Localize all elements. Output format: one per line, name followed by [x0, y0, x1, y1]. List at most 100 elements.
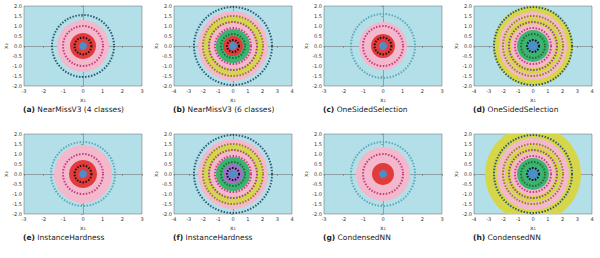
- svg-text:-2: -2: [201, 88, 206, 94]
- svg-text:3: 3: [440, 88, 443, 94]
- svg-text:-1.0: -1.0: [312, 63, 322, 69]
- svg-text:2.0: 2.0: [164, 131, 172, 137]
- svg-text:-1.0: -1.0: [312, 191, 322, 197]
- svg-text:1.0: 1.0: [464, 23, 472, 29]
- svg-text:1.5: 1.5: [164, 13, 172, 19]
- svg-text:CondensedNN: CondensedNN: [335, 233, 391, 242]
- svg-text:-0.5: -0.5: [462, 53, 472, 59]
- svg-text:0: 0: [231, 88, 234, 94]
- svg-text:1.5: 1.5: [14, 13, 22, 19]
- svg-text:-2: -2: [41, 216, 46, 222]
- svg-text:0.0: 0.0: [164, 171, 172, 177]
- svg-text:0.0: 0.0: [314, 171, 322, 177]
- svg-text:-4: -4: [472, 216, 477, 222]
- svg-text:x₂: x₂: [152, 170, 159, 177]
- svg-text:-1: -1: [61, 88, 66, 94]
- svg-text:-0.5: -0.5: [162, 53, 172, 59]
- svg-text:NearMissV3 (4 classes): NearMissV3 (4 classes): [35, 105, 124, 114]
- svg-text:4: 4: [590, 88, 593, 94]
- svg-text:1.0: 1.0: [164, 151, 172, 157]
- svg-text:3: 3: [140, 88, 143, 94]
- svg-text:0: 0: [531, 216, 534, 222]
- svg-text:1.0: 1.0: [314, 23, 322, 29]
- svg-text:2.0: 2.0: [314, 131, 322, 137]
- svg-text:0: 0: [231, 216, 234, 222]
- svg-text:2.0: 2.0: [314, 3, 322, 9]
- svg-text:2.0: 2.0: [164, 3, 172, 9]
- svg-text:-4: -4: [472, 88, 477, 94]
- svg-text:2: 2: [421, 216, 424, 222]
- svg-text:x₂: x₂: [302, 170, 309, 177]
- svg-text:-2: -2: [341, 216, 346, 222]
- svg-text:3: 3: [576, 216, 579, 222]
- svg-text:-2: -2: [501, 216, 506, 222]
- svg-text:0.5: 0.5: [14, 161, 22, 167]
- svg-text:2: 2: [261, 216, 264, 222]
- svg-text:-1.5: -1.5: [462, 73, 472, 79]
- svg-text:3: 3: [576, 88, 579, 94]
- svg-text:-0.5: -0.5: [462, 181, 472, 187]
- svg-text:-0.5: -0.5: [12, 181, 22, 187]
- svg-text:x₂: x₂: [452, 170, 459, 177]
- svg-text:1.0: 1.0: [14, 23, 22, 29]
- svg-text:2: 2: [421, 88, 424, 94]
- svg-text:1.0: 1.0: [164, 23, 172, 29]
- svg-text:4: 4: [290, 216, 293, 222]
- svg-text:-1.5: -1.5: [312, 73, 322, 79]
- svg-text:2.0: 2.0: [14, 131, 22, 137]
- svg-text:2: 2: [121, 216, 124, 222]
- svg-text:1.5: 1.5: [314, 141, 322, 147]
- svg-text:1: 1: [101, 216, 104, 222]
- svg-text:x₁: x₁: [380, 224, 387, 231]
- svg-text:0.0: 0.0: [464, 171, 472, 177]
- svg-text:2.0: 2.0: [464, 3, 472, 9]
- svg-text:-3: -3: [322, 88, 327, 94]
- svg-text:x₂: x₂: [152, 42, 159, 49]
- svg-text:0: 0: [531, 88, 534, 94]
- svg-text:-2: -2: [201, 216, 206, 222]
- svg-text:x₁: x₁: [80, 224, 87, 231]
- svg-text:CondensedNN: CondensedNN: [485, 233, 541, 242]
- svg-text:0.0: 0.0: [314, 43, 322, 49]
- svg-text:-0.5: -0.5: [162, 181, 172, 187]
- svg-text:3: 3: [140, 216, 143, 222]
- svg-text:NearMissV3 (6 classes): NearMissV3 (6 classes): [185, 105, 274, 114]
- svg-text:1.0: 1.0: [14, 151, 22, 157]
- svg-text:x₂: x₂: [2, 170, 9, 177]
- svg-text:(c): (c): [323, 105, 334, 114]
- svg-text:(e): (e): [23, 233, 35, 242]
- svg-text:x₂: x₂: [302, 42, 309, 49]
- svg-text:-1.5: -1.5: [462, 201, 472, 207]
- svg-text:x₁: x₁: [530, 96, 537, 103]
- svg-text:2.0: 2.0: [14, 3, 22, 9]
- svg-text:-2: -2: [341, 88, 346, 94]
- svg-text:x₁: x₁: [230, 224, 237, 231]
- svg-text:-1.5: -1.5: [162, 201, 172, 207]
- svg-text:0.0: 0.0: [164, 43, 172, 49]
- svg-text:(b): (b): [173, 105, 185, 114]
- svg-text:(a): (a): [23, 105, 35, 114]
- svg-text:1: 1: [246, 216, 249, 222]
- svg-text:0: 0: [81, 216, 84, 222]
- svg-text:-2: -2: [501, 88, 506, 94]
- svg-text:-3: -3: [486, 216, 491, 222]
- svg-text:OneSidedSelection: OneSidedSelection: [334, 105, 407, 114]
- svg-text:-1: -1: [516, 216, 521, 222]
- svg-text:-1: -1: [361, 216, 366, 222]
- svg-text:1: 1: [546, 88, 549, 94]
- svg-text:-3: -3: [186, 216, 191, 222]
- svg-text:2: 2: [121, 88, 124, 94]
- svg-text:-1.5: -1.5: [162, 73, 172, 79]
- svg-text:2.0: 2.0: [464, 131, 472, 137]
- svg-text:-1.0: -1.0: [12, 191, 22, 197]
- svg-text:-1.0: -1.0: [462, 63, 472, 69]
- svg-text:0.5: 0.5: [314, 161, 322, 167]
- svg-text:x₁: x₁: [530, 224, 537, 231]
- svg-text:1.5: 1.5: [314, 13, 322, 19]
- svg-text:-0.5: -0.5: [312, 181, 322, 187]
- svg-text:1: 1: [101, 88, 104, 94]
- svg-text:-3: -3: [22, 216, 27, 222]
- svg-text:0.0: 0.0: [14, 43, 22, 49]
- svg-text:(f): (f): [173, 233, 183, 242]
- svg-text:-0.5: -0.5: [12, 53, 22, 59]
